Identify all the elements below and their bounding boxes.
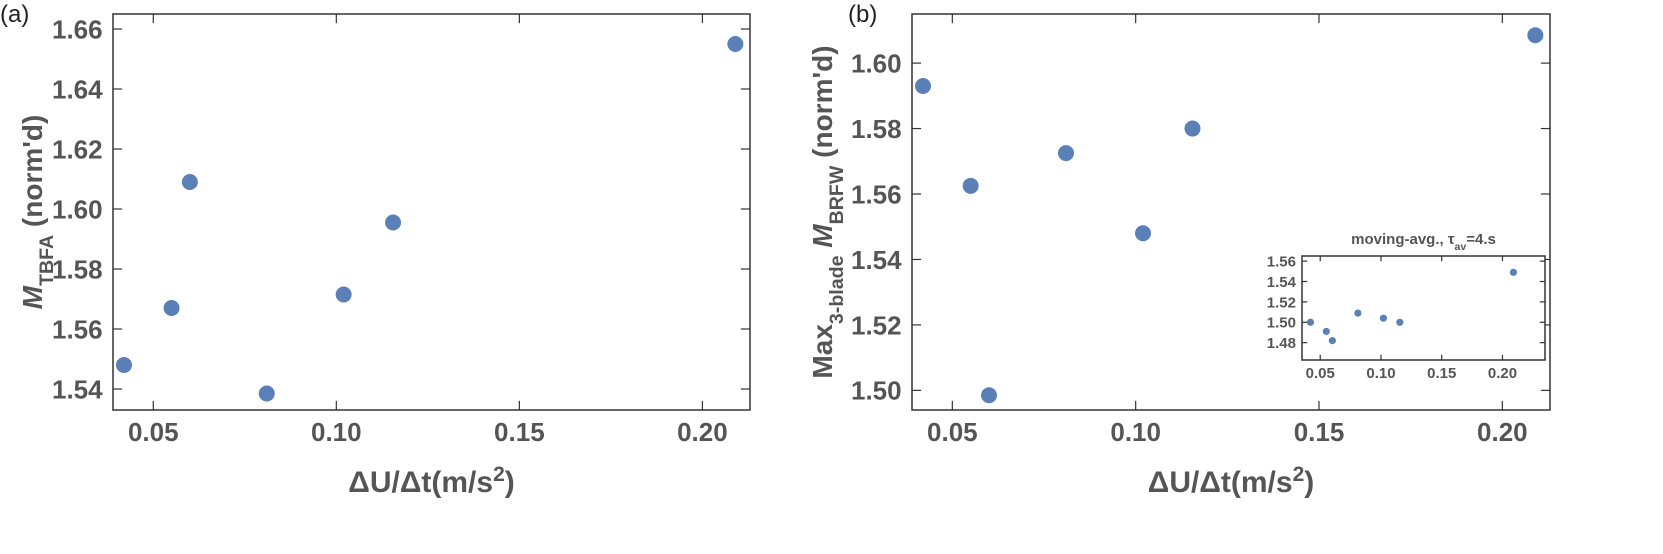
x-tick-label: 0.10 <box>1110 417 1161 447</box>
label-part: (norm'd) <box>807 45 838 165</box>
x-tick-label: 0.05 <box>927 417 978 447</box>
label-part: moving-avg., τ <box>1351 231 1455 248</box>
y-tick-label: 1.58 <box>851 114 902 144</box>
point <box>1527 27 1544 44</box>
y-tick-label: 1.50 <box>1267 315 1296 332</box>
label-part: =4.s <box>1466 231 1496 248</box>
label-part: 2 <box>493 463 505 486</box>
x-tick-label: 0.05 <box>128 417 179 447</box>
label-part: TBFA <box>36 235 58 286</box>
point <box>1058 145 1074 162</box>
y-tick-label: 1.48 <box>1267 335 1296 352</box>
inset-background <box>1302 256 1545 360</box>
y-tick-label: 1.54 <box>52 374 103 404</box>
x-tick-label: 0.15 <box>494 417 545 447</box>
point <box>1509 268 1518 276</box>
point <box>981 387 997 404</box>
x-tick-label: 0.15 <box>1294 417 1345 447</box>
y-tick-label: 1.52 <box>851 310 902 340</box>
point <box>1184 120 1201 137</box>
point <box>1354 309 1362 317</box>
x-tick-label: 0.20 <box>1477 417 1528 447</box>
point <box>1396 318 1404 326</box>
point <box>115 357 132 373</box>
point <box>1379 314 1388 322</box>
x-tick-label: 0.05 <box>1306 365 1335 382</box>
y-tick-label: 1.54 <box>1267 274 1297 291</box>
x-axis-label: ΔU/Δt(m/s2) <box>348 463 515 500</box>
y-axis-label: Max3-blade MBRFW (norm'd) <box>807 45 848 378</box>
x-tick-label: 0.20 <box>677 417 728 447</box>
label-part: BRFW <box>826 165 848 224</box>
y-tick-label: 1.66 <box>52 14 103 44</box>
point <box>1306 318 1315 326</box>
panel-label: (a) <box>0 1 29 28</box>
label-part: M <box>17 285 48 309</box>
y-tick-label: 1.52 <box>1267 294 1296 311</box>
point <box>915 78 931 94</box>
y-tick-label: 1.56 <box>52 314 103 344</box>
panel-label: (b) <box>848 1 877 28</box>
y-tick-label: 1.62 <box>52 134 103 164</box>
y-tick-label: 1.58 <box>52 254 103 284</box>
point <box>1322 327 1330 336</box>
label-part: ) <box>1304 466 1314 499</box>
y-tick-label: 1.54 <box>851 245 902 275</box>
point <box>727 36 744 52</box>
point <box>1328 337 1336 345</box>
x-tick-label: 0.15 <box>1427 365 1456 382</box>
label-part: 3-blade <box>826 255 848 324</box>
point <box>335 286 352 303</box>
point <box>385 214 402 231</box>
y-tick-label: 1.56 <box>1267 253 1296 270</box>
plot-frame <box>112 13 751 411</box>
y-tick-label: 1.50 <box>851 376 902 406</box>
point <box>258 385 275 402</box>
point <box>1135 225 1151 242</box>
x-tick-label: 0.10 <box>1366 365 1395 382</box>
y-tick-label: 1.60 <box>52 194 103 224</box>
label-part: (norm'd) <box>17 115 48 235</box>
label-part: M <box>807 224 838 256</box>
inset-title: moving-avg., τav=4.s <box>1351 231 1496 253</box>
plot-frame <box>911 13 1551 411</box>
y-axis-label: MTBFA (norm'd) <box>17 115 58 310</box>
label-part: ΔU/Δt(m/s <box>1148 466 1293 499</box>
label-part: 2 <box>1293 463 1305 486</box>
x-tick-label: 0.10 <box>311 417 362 447</box>
y-tick-label: 1.56 <box>851 179 902 209</box>
point <box>163 300 180 316</box>
plot-frame <box>1301 255 1546 361</box>
y-tick-label: 1.64 <box>52 74 103 104</box>
label-part: av <box>1455 241 1467 253</box>
label-part: ) <box>505 466 515 499</box>
x-axis-label: ΔU/Δt(m/s2) <box>1148 463 1315 500</box>
x-tick-label: 0.20 <box>1488 365 1517 382</box>
point <box>181 174 198 190</box>
point <box>962 177 979 194</box>
label-part: ΔU/Δt(m/s <box>348 466 493 499</box>
label-part: Max <box>807 324 838 379</box>
y-tick-label: 1.60 <box>851 48 902 78</box>
